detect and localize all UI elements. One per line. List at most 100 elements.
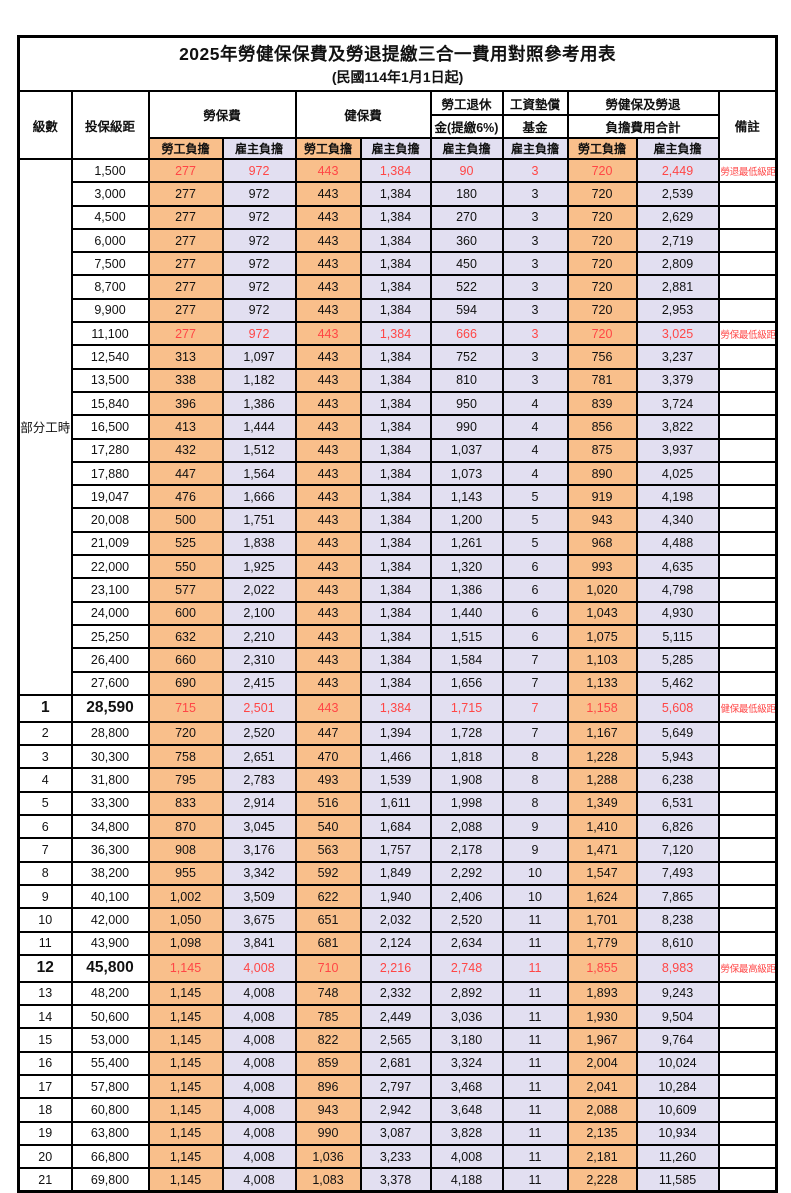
level-cell: 18	[17, 1097, 73, 1123]
value-cell: 550	[147, 554, 224, 580]
value-cell: 443	[294, 390, 362, 417]
value-cell: 277	[147, 157, 224, 184]
level-cell: 13	[17, 980, 73, 1007]
value-cell: 4,008	[221, 1004, 297, 1030]
value-cell: 1,838	[221, 530, 297, 557]
remark-cell	[717, 460, 778, 487]
remark-cell	[717, 1167, 778, 1193]
bracket-cell: 1,500	[70, 157, 150, 184]
header-row-3: 勞工負擔 雇主負擔 勞工負擔 雇主負擔 雇主負擔 雇主負擔 勞工負擔 雇主負擔	[19, 137, 777, 160]
value-cell: 2,651	[221, 744, 297, 770]
value-cell: 7,120	[635, 837, 720, 863]
value-cell: 1,444	[221, 414, 297, 440]
table-row: 16 55,400 1,145 4,008 859 2,681 3,324 11 2,004 10…	[17, 1050, 778, 1076]
value-cell: 443	[294, 577, 362, 603]
value-cell: 443	[294, 297, 362, 324]
value-cell: 4,008	[221, 1167, 297, 1193]
remark-cell	[717, 670, 778, 696]
bracket-cell: 19,047	[70, 484, 150, 510]
value-cell: 6,826	[635, 814, 720, 840]
value-cell: 1,757	[359, 837, 432, 863]
value-cell: 11	[501, 907, 569, 933]
value-cell: 2,032	[359, 907, 432, 933]
bracket-cell: 13,500	[70, 367, 150, 393]
remark-cell: 勞保最高級距	[717, 953, 778, 983]
remark-cell	[717, 883, 778, 910]
value-cell: 1,666	[221, 484, 297, 510]
value-cell: 8,983	[635, 953, 720, 983]
value-cell: 2,914	[221, 790, 297, 817]
value-cell: 1,893	[566, 980, 638, 1007]
value-cell: 660	[147, 647, 224, 673]
value-cell: 2,520	[429, 907, 504, 933]
value-cell: 1,384	[359, 623, 432, 650]
value-cell: 1,410	[566, 814, 638, 840]
value-cell: 1,384	[359, 507, 432, 533]
value-cell: 1,145	[147, 1073, 224, 1100]
value-cell: 2,406	[429, 883, 504, 910]
header-row-1: 級數 投保級距 勞保費 健保費 勞工退休 工資墊償 勞健保及勞退 備註	[17, 90, 778, 160]
value-cell: 1,818	[429, 744, 504, 770]
bracket-cell: 48,200	[70, 980, 150, 1007]
value-cell: 4,340	[635, 507, 720, 533]
table-row: 3,000 277 972 443 1,384 180 3 720 2,539	[19, 181, 778, 207]
level-cell: 10	[17, 907, 73, 933]
bracket-cell: 17,880	[70, 460, 150, 487]
value-cell: 690	[147, 670, 224, 696]
value-cell: 1,512	[221, 437, 297, 463]
value-cell: 993	[566, 554, 638, 580]
value-cell: 8	[501, 744, 569, 770]
value-cell: 1,998	[429, 790, 504, 817]
bracket-cell: 30,300	[70, 744, 150, 770]
value-cell: 413	[147, 414, 224, 440]
remark-cell: 勞保最低級距	[717, 321, 778, 347]
bracket-cell: 27,600	[70, 670, 150, 696]
value-cell: 4,008	[221, 1143, 297, 1170]
value-cell: 2,135	[566, 1120, 638, 1146]
bracket-cell: 43,900	[70, 930, 150, 956]
value-cell: 710	[294, 953, 362, 983]
table-row: 25,250 632 2,210 443 1,384 1,515 6 1,075 5,115	[19, 623, 778, 650]
bracket-cell: 31,800	[70, 767, 150, 793]
value-cell: 2,088	[566, 1097, 638, 1123]
subheader-labor-employee: 勞工負擔	[147, 137, 224, 160]
bracket-cell: 66,800	[70, 1143, 150, 1170]
value-cell: 972	[221, 181, 297, 207]
value-cell: 990	[429, 414, 504, 440]
table-row: 2 28,800 720 2,520 447 1,394 1,728 7 1,167 5,649	[17, 720, 778, 747]
value-cell: 3	[501, 181, 569, 207]
col-header-pension-line2: 金(提繳6%)	[429, 114, 504, 139]
value-cell: 2,181	[566, 1143, 638, 1170]
col-header-health-insurance: 健保費	[294, 90, 432, 139]
value-cell: 720	[566, 274, 638, 300]
value-cell: 2,565	[359, 1027, 432, 1053]
subheader-pension-employer: 雇主負擔	[429, 137, 504, 160]
value-cell: 3,468	[429, 1073, 504, 1100]
value-cell: 908	[147, 837, 224, 863]
bracket-cell: 15,840	[70, 390, 150, 417]
value-cell: 522	[429, 274, 504, 300]
value-cell: 1,073	[429, 460, 504, 487]
table-row: 15 53,000 1,145 4,008 822 2,565 3,180 11 1,967 9,…	[17, 1027, 778, 1053]
value-cell: 443	[294, 414, 362, 440]
value-cell: 11	[501, 1073, 569, 1100]
bracket-cell: 45,800	[70, 953, 150, 983]
value-cell: 1,855	[566, 953, 638, 983]
value-cell: 943	[566, 507, 638, 533]
value-cell: 6,531	[635, 790, 720, 817]
value-cell: 1,384	[359, 484, 432, 510]
bracket-cell: 53,000	[70, 1027, 150, 1053]
value-cell: 2,100	[221, 600, 297, 626]
level-cell: 19	[17, 1120, 73, 1146]
value-cell: 3	[501, 367, 569, 393]
value-cell: 955	[147, 860, 224, 886]
value-cell: 1,145	[147, 1167, 224, 1193]
value-cell: 1,940	[359, 883, 432, 910]
bracket-cell: 60,800	[70, 1097, 150, 1123]
table-row: 8 38,200 955 3,342 592 1,849 2,292 10 1,547 7,493	[17, 860, 778, 886]
value-cell: 443	[294, 554, 362, 580]
value-cell: 2,881	[635, 274, 720, 300]
value-cell: 3	[501, 321, 569, 347]
value-cell: 277	[147, 204, 224, 230]
